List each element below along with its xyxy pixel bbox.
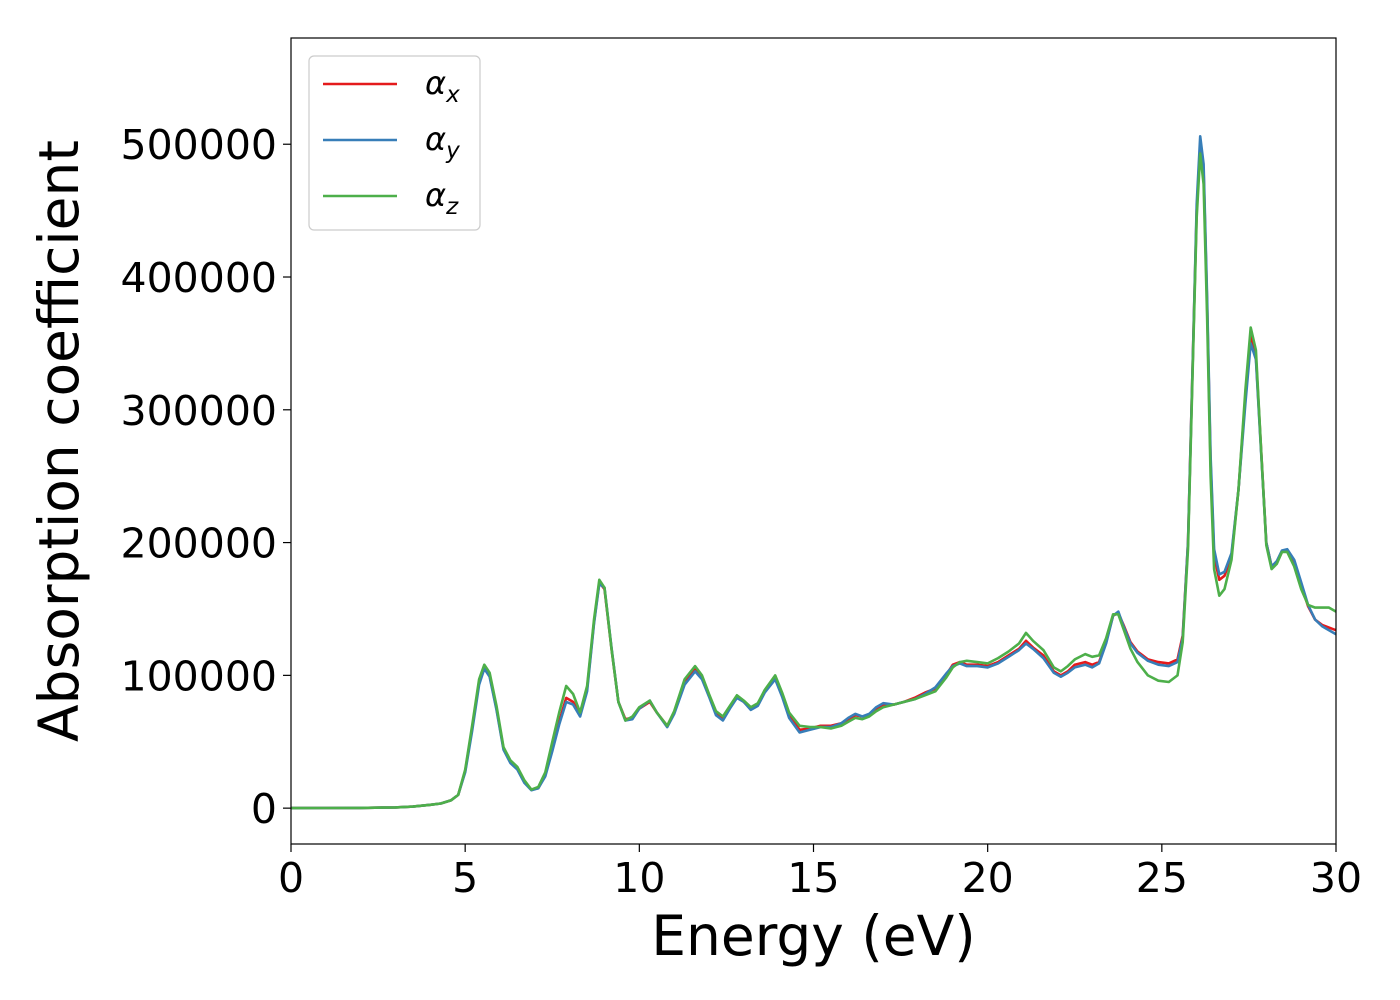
x-tick-label: 5 bbox=[452, 854, 478, 902]
y-tick-label: 100000 bbox=[120, 652, 277, 700]
y-tick-label: 500000 bbox=[120, 121, 277, 169]
x-tick-label: 0 bbox=[278, 854, 304, 902]
series-layer bbox=[291, 135, 1336, 810]
y-axis-title: Absorption coefficient bbox=[27, 140, 91, 742]
legend-label-z: αz bbox=[425, 176, 459, 220]
y-tick-label: 300000 bbox=[120, 387, 277, 435]
x-axis-title: Energy (eV) bbox=[651, 904, 975, 968]
series-line-z bbox=[291, 152, 1336, 810]
x-tick-label: 20 bbox=[962, 854, 1014, 902]
x-tick-label: 15 bbox=[787, 854, 839, 902]
x-tick-label: 10 bbox=[613, 854, 665, 902]
legend-label-y: αy bbox=[425, 120, 460, 164]
legend-box bbox=[308, 55, 481, 231]
y-tick-label: 400000 bbox=[120, 254, 277, 302]
x-tick-label: 30 bbox=[1310, 854, 1362, 902]
legend: αx αy αz bbox=[308, 55, 481, 231]
legend-label-x: αx bbox=[425, 64, 460, 108]
y-tick-label: 200000 bbox=[120, 520, 277, 568]
y-tick-label: 0 bbox=[251, 785, 277, 833]
x-tick-label: 25 bbox=[1136, 854, 1188, 902]
ticks-layer: 0 5 10 15 20 25 30 0 100000 200000 300000 400000 500… bbox=[120, 121, 1362, 902]
